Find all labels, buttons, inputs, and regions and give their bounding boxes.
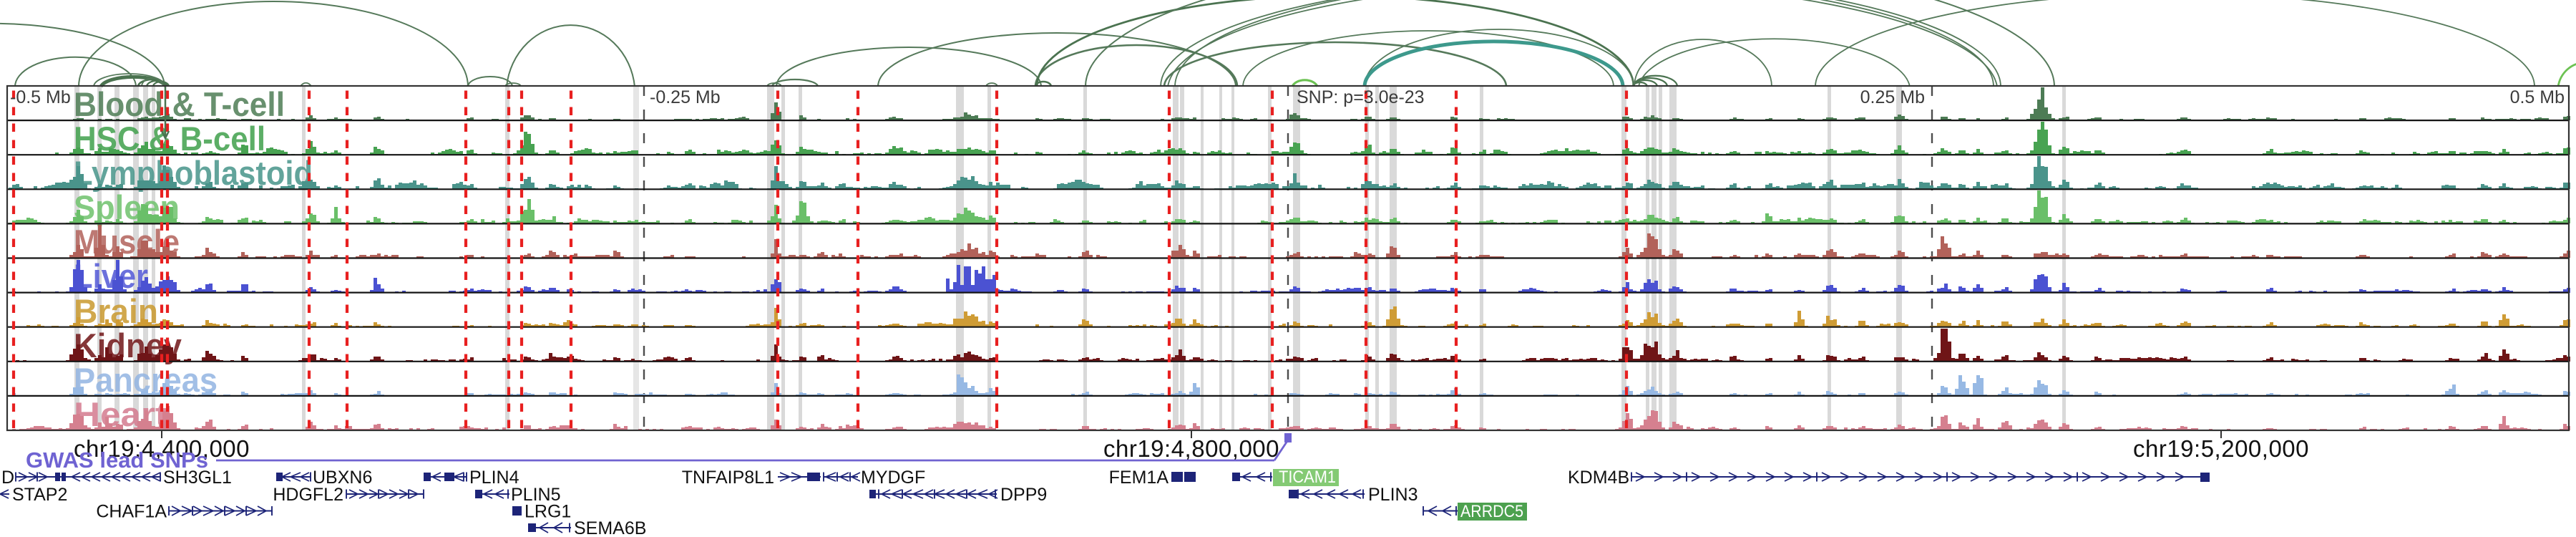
svg-text:PLIN4: PLIN4 <box>469 468 519 488</box>
svg-text:GWAS lead SNPs: GWAS lead SNPs <box>26 448 208 473</box>
svg-text:PLIN5: PLIN5 <box>511 485 560 505</box>
svg-text:D: D <box>1 468 14 488</box>
svg-text:HDGFL2: HDGFL2 <box>273 485 343 505</box>
svg-text:chr19:4,400,000: chr19:4,400,000 <box>74 435 250 462</box>
svg-text:Blood & T-cell: Blood & T-cell <box>74 85 285 123</box>
svg-text:0.25 Mb: 0.25 Mb <box>1860 87 1925 107</box>
svg-text:SEMA6B: SEMA6B <box>574 518 646 537</box>
svg-text:DPP9: DPP9 <box>1000 485 1047 505</box>
svg-text:CHAF1A: CHAF1A <box>96 502 167 522</box>
svg-text:TICAM1: TICAM1 <box>1279 468 1336 487</box>
svg-text:chr19:4,800,000: chr19:4,800,000 <box>1103 435 1279 462</box>
svg-text:LRG1: LRG1 <box>525 502 571 522</box>
svg-text:0.5 Mb: 0.5 Mb <box>2510 87 2565 107</box>
svg-text:FEM1A: FEM1A <box>1109 468 1169 488</box>
svg-text:SNP: p=3.0e-23: SNP: p=3.0e-23 <box>1297 87 1425 107</box>
svg-text:-0.5 Mb: -0.5 Mb <box>10 87 71 107</box>
svg-text:TNFAIP8L1: TNFAIP8L1 <box>682 468 774 488</box>
svg-text:ARRDC5: ARRDC5 <box>1460 502 1523 521</box>
svg-text:STAP2: STAP2 <box>12 485 67 505</box>
svg-text:SH3GL1: SH3GL1 <box>163 468 232 488</box>
svg-text:Lymphoblastoid: Lymphoblastoid <box>74 154 313 192</box>
svg-text:MYDGF: MYDGF <box>861 468 925 488</box>
svg-text:UBXN6: UBXN6 <box>313 468 372 488</box>
svg-text:PLIN3: PLIN3 <box>1368 485 1418 505</box>
svg-text:-0.25 Mb: -0.25 Mb <box>650 87 721 107</box>
svg-text:chr19:5,200,000: chr19:5,200,000 <box>2133 435 2309 462</box>
svg-text:KDM4B: KDM4B <box>1568 468 1629 488</box>
